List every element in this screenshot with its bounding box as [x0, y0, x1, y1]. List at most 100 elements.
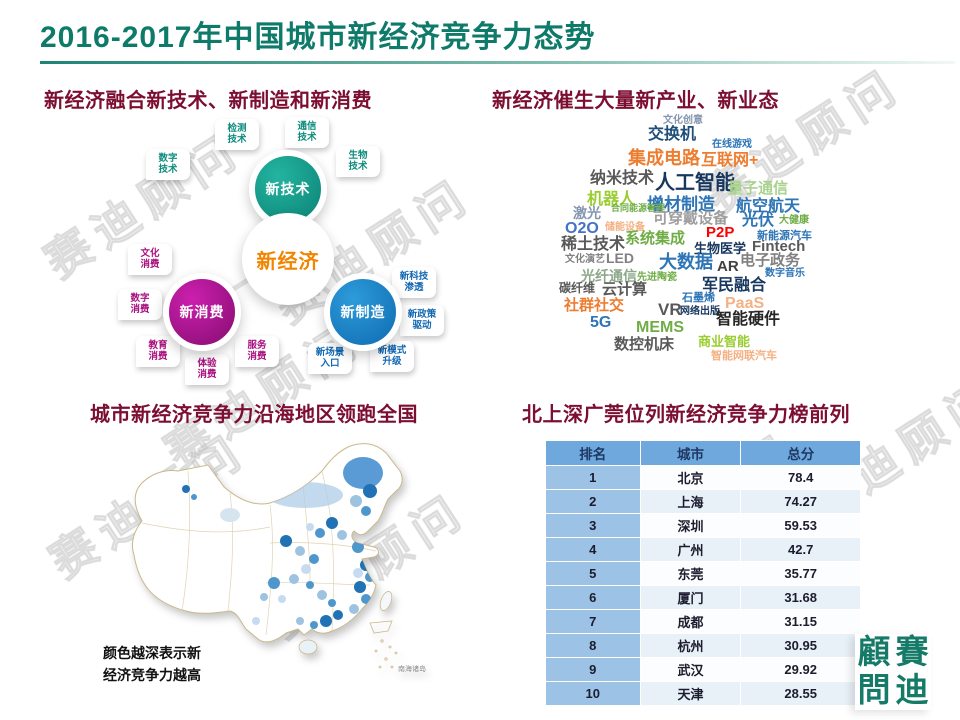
score-cell: 42.7	[740, 537, 861, 562]
table-row: 1 北京 78.4	[545, 465, 861, 490]
wordcloud-term: 量子通信	[728, 180, 789, 197]
score-cell: 30.95	[740, 633, 861, 658]
satellite-tech: 数字 技术	[146, 149, 190, 180]
wordcloud-term: 云计算	[602, 281, 648, 298]
score-cell: 28.55	[740, 681, 861, 706]
satellite-make: 新政策 驱动	[400, 305, 444, 336]
city-cell: 厦门	[639, 585, 742, 610]
map-heading: 城市新经济竞争力沿海地区领跑全国	[90, 404, 418, 426]
satellite-tech: 检测 技术	[215, 119, 259, 150]
city-cell: 杭州	[639, 633, 742, 658]
ranking-heading: 北上深广莞位列新经济竞争力榜前列	[522, 404, 850, 426]
table-row: 5 东莞 35.77	[545, 561, 861, 586]
tech-circle-label: 新技术	[265, 181, 311, 197]
table-row: 8 杭州 30.95	[545, 633, 861, 658]
industry-wordcloud: 文化创意 交换机 在线游戏 集成电路 互联网+ 纳米技术 人工智能 量子通信 机器人 增材制造 航空…	[495, 105, 950, 380]
wordcloud-term: MEMS	[636, 319, 684, 336]
wordcloud-term: 数字音乐	[765, 268, 805, 279]
score-cell: 78.4	[740, 465, 861, 490]
city-cell: 深圳	[639, 513, 742, 538]
wordcloud-term: VR	[658, 300, 682, 319]
rank-cell: 2	[545, 489, 641, 514]
wordcloud-term: 大健康	[779, 215, 809, 226]
ccid-consulting-logo: 顧賽問迪	[855, 634, 931, 710]
islands-label: 南海诸岛	[398, 664, 426, 673]
table-row: 6 厦门 31.68	[545, 585, 861, 610]
score-cell: 59.53	[740, 513, 861, 538]
wordcloud-term: 电子政务	[740, 252, 801, 269]
table-row: 9 武汉 29.92	[545, 657, 861, 682]
fusion-diagram: 数字 技术 检测 技术 通信 技术 生物 技术 文化 消费 数字 消费 教育 消费 体验 消费…	[40, 112, 480, 400]
wordcloud-term: 智能网联汽车	[711, 350, 777, 362]
wordcloud-term: 商业智能	[698, 334, 751, 349]
city-cell: 广州	[639, 537, 742, 562]
consume-circle: 新消费	[163, 273, 241, 351]
wordcloud-term: 5G	[590, 314, 612, 331]
rank-cell: 4	[545, 537, 641, 562]
wordcloud-term: 社群社交	[564, 297, 625, 314]
wordcloud-term: 智能硬件	[716, 311, 781, 328]
satellite-consume: 文化 消费	[128, 244, 172, 275]
china-map: 南海诸岛 颜色越深表示新 经济竞争力越高	[70, 423, 510, 691]
wordcloud-term: 在线游戏	[712, 139, 752, 150]
make-circle-label: 新制造	[340, 304, 386, 320]
wordcloud-term: 网络出版	[680, 306, 720, 317]
wordcloud-term: 大数据	[659, 252, 713, 272]
wordcloud-term: AR	[717, 258, 739, 275]
rank-cell: 6	[545, 585, 641, 610]
score-cell: 31.15	[740, 609, 861, 634]
wordcloud-term: PaaS	[725, 295, 765, 312]
wordcloud-term: Fintech	[752, 238, 806, 255]
wordcloud-heading: 新经济催生大量新产业、新业态	[492, 90, 779, 112]
wordcloud-term: 互联网+	[701, 152, 759, 169]
wordcloud-term: 交换机	[648, 126, 697, 143]
city-cell: 东莞	[639, 561, 742, 586]
logo-character: 顧	[857, 635, 891, 671]
wordcloud-term: 先进陶瓷	[637, 272, 677, 283]
china-map-svg: 南海诸岛	[131, 443, 426, 673]
wordcloud-term: 集成电路	[628, 148, 700, 168]
wordcloud-term: 激光	[573, 205, 601, 221]
economy-circle-label: 新经济	[256, 250, 320, 273]
map-caption: 颜色越深表示新 经济竞争力越高	[103, 645, 201, 683]
satellite-make: 新科技 渗透	[392, 267, 436, 298]
wordcloud-term: 可穿戴设备	[653, 210, 729, 227]
wordcloud-term: 碳纤维	[559, 281, 596, 295]
taiwan-island	[379, 591, 393, 611]
wordcloud-term: 光伏	[742, 212, 775, 229]
title-divider	[40, 61, 955, 64]
wordcloud-term: LED	[606, 250, 634, 266]
wordcloud-term: 稀土技术	[561, 236, 626, 253]
fusion-heading: 新经济融合新技术、新制造和新消费	[44, 90, 372, 112]
rank-cell: 1	[545, 465, 641, 490]
satellite-consume: 服务 消费	[235, 336, 279, 367]
score-cell: 35.77	[740, 561, 861, 586]
wordcloud-term: 军民融合	[702, 277, 767, 294]
table-row: 2 上海 74.27	[545, 489, 861, 514]
rank-cell: 3	[545, 513, 641, 538]
score-cell: 74.27	[740, 489, 861, 514]
slide-title: 2016-2017年中国城市新经济竞争力态势	[40, 21, 596, 54]
wordcloud-term: 新能源汽车	[757, 230, 812, 242]
wordcloud-term: 生物医学	[694, 241, 747, 256]
wordcloud-term: 机器人	[587, 191, 636, 208]
column-header: 总分	[740, 440, 861, 466]
logo-character: 賽	[895, 635, 929, 671]
column-header: 城市	[639, 440, 742, 466]
wordcloud-term: 文化演艺	[565, 254, 605, 265]
table-row: 10 天津 28.55	[545, 681, 861, 706]
wordcloud-term: 光纤通信	[581, 268, 637, 284]
city-cell: 武汉	[639, 657, 742, 682]
wordcloud-term: O2O	[565, 220, 599, 237]
wordcloud-term: P2P	[706, 224, 735, 241]
score-cell: 31.68	[740, 585, 861, 610]
south-sea-islands	[369, 620, 398, 669]
satellite-consume: 教育 消费	[136, 336, 180, 367]
table-header-row: 排名 城市 总分	[545, 440, 861, 466]
city-cell: 北京	[639, 465, 742, 490]
wordcloud-term: 系统集成	[625, 230, 686, 247]
wordcloud-term: 储能设备	[605, 222, 645, 233]
table-row: 4 广州 42.7	[545, 537, 861, 562]
ranking-table: 排名 城市 总分 1 北京 78.4 2 上海 74.27 3 深圳 59.53 4 广州 42.7 5 东莞 3…	[545, 440, 861, 706]
table-row: 3 深圳 59.53	[545, 513, 861, 538]
